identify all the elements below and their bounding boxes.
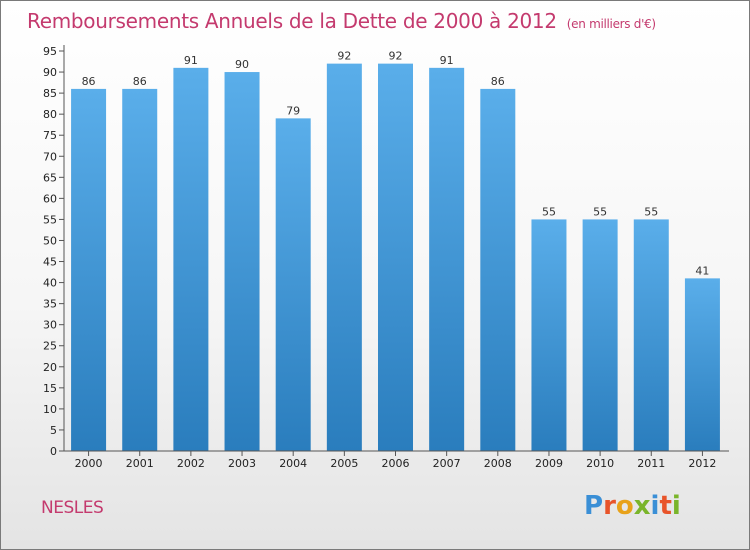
y-tick-label: 55 xyxy=(43,213,57,226)
x-tick-label: 2007 xyxy=(433,457,461,470)
bar xyxy=(531,219,567,451)
y-tick-label: 10 xyxy=(43,403,57,416)
bar xyxy=(582,219,618,451)
bar-value-label: 92 xyxy=(389,50,403,63)
chart-unit: (en milliers d'€) xyxy=(566,17,656,31)
y-tick-label: 95 xyxy=(43,45,57,58)
bar-value-label: 55 xyxy=(542,205,556,218)
y-tick-label: 45 xyxy=(43,256,57,269)
brand-logo-letter: P xyxy=(584,491,604,521)
y-tick-label: 65 xyxy=(43,171,57,184)
bar-value-label: 41 xyxy=(695,264,709,277)
bar xyxy=(633,219,669,451)
brand-logo-letter: t xyxy=(659,491,672,521)
bar xyxy=(275,118,311,452)
bar xyxy=(480,88,516,451)
city-label: NESLES xyxy=(41,498,104,518)
y-tick-label: 60 xyxy=(43,192,57,205)
x-tick-label: 2012 xyxy=(688,457,716,470)
y-tick-label: 85 xyxy=(43,87,57,100)
y-tick-label: 70 xyxy=(43,150,57,163)
y-tick-label: 15 xyxy=(43,382,57,395)
x-tick-label: 2002 xyxy=(177,457,205,470)
bar-value-label: 79 xyxy=(286,104,300,117)
brand-logo: Proxiti xyxy=(584,491,681,521)
x-tick-label: 2005 xyxy=(330,457,358,470)
x-tick-label: 2004 xyxy=(279,457,307,470)
y-tick-label: 5 xyxy=(50,424,57,437)
x-tick-label: 2001 xyxy=(126,457,154,470)
brand-logo-letter: x xyxy=(633,491,651,521)
y-tick-label: 75 xyxy=(43,129,57,142)
x-tick-label: 2000 xyxy=(75,457,103,470)
y-tick-label: 40 xyxy=(43,277,57,290)
y-tick-label: 30 xyxy=(43,319,57,332)
bar-value-label: 86 xyxy=(82,75,96,88)
y-tick-label: 90 xyxy=(43,66,57,79)
bar xyxy=(122,88,158,451)
bar xyxy=(173,67,209,451)
y-axis: 0 5 10 15 20 25 30 35 40 45 50 55 60 65 70 75 80 85 90 95 xyxy=(43,45,65,458)
chart-title: Remboursements Annuels de la Dette de 20… xyxy=(27,9,656,33)
x-tick-label: 2010 xyxy=(586,457,614,470)
brand-logo-letter: r xyxy=(603,491,616,521)
brand-logo-letter: i xyxy=(671,491,681,521)
y-tick-label: 50 xyxy=(43,234,57,247)
bar xyxy=(684,278,720,451)
x-tick-label: 2011 xyxy=(637,457,665,470)
bar-value-label: 91 xyxy=(184,54,198,67)
bar-value-label: 91 xyxy=(440,54,454,67)
bar-value-label: 92 xyxy=(337,50,351,63)
y-tick-label: 25 xyxy=(43,340,57,353)
bars: 86 86 91 90 79 92 92 91 86 55 55 55 41 xyxy=(71,50,720,452)
x-tick-label: 2006 xyxy=(382,457,410,470)
bar xyxy=(378,63,413,451)
y-tick-label: 20 xyxy=(43,361,57,374)
y-tick-label: 80 xyxy=(43,108,57,121)
y-tick-label: 35 xyxy=(43,298,57,311)
bar-value-label: 90 xyxy=(235,58,249,71)
x-tick-label: 2008 xyxy=(484,457,512,470)
x-axis: 2000 2001 2002 2003 2004 2005 2006 2007 2008 2009… xyxy=(64,450,729,470)
bar xyxy=(71,88,107,451)
x-tick-label: 2003 xyxy=(228,457,256,470)
bar-value-label: 55 xyxy=(644,205,658,218)
y-tick-label: 0 xyxy=(50,445,57,458)
bar-value-label: 86 xyxy=(133,75,147,88)
bar-value-label: 86 xyxy=(491,75,505,88)
chart-title-text: Remboursements Annuels de la Dette de 20… xyxy=(27,9,557,33)
bar xyxy=(326,63,362,451)
bar xyxy=(224,72,260,451)
brand-logo-letter: i xyxy=(650,491,660,521)
bar-value-label: 55 xyxy=(593,205,607,218)
x-tick-label: 2009 xyxy=(535,457,563,470)
bar xyxy=(429,67,465,451)
brand-logo-letter: o xyxy=(615,491,634,521)
